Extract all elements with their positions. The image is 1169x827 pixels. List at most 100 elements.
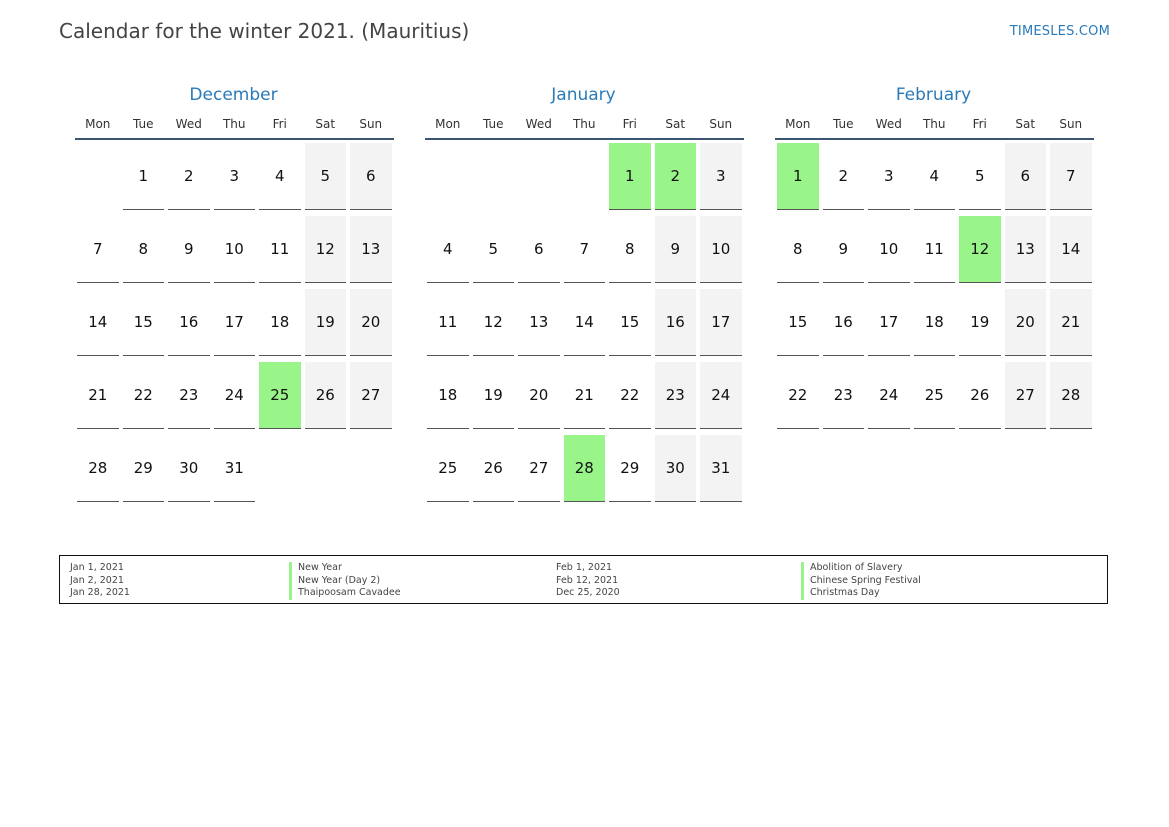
day-cell: 13 bbox=[518, 289, 560, 356]
day-cell: 24 bbox=[213, 362, 255, 429]
day-cell: 31 bbox=[213, 435, 255, 502]
legend-names-right: Abolition of Slavery Chinese Spring Fest… bbox=[801, 562, 921, 600]
day-cell: 13 bbox=[350, 216, 392, 283]
day-cell: 7 bbox=[1050, 143, 1092, 210]
day-cell: 26 bbox=[304, 362, 346, 429]
day-cell: 24 bbox=[700, 362, 742, 429]
holiday-day-cell: 12 bbox=[959, 216, 1001, 283]
day-cell: 15 bbox=[777, 289, 819, 356]
day-grid: 1 2 3 4 5 6 7 8 9 10 11 12 13 14 15 16 17 18 19 20 21 22 23 24 2… bbox=[425, 143, 744, 508]
day-cell: 28 bbox=[77, 435, 119, 502]
day-cell: 23 bbox=[168, 362, 210, 429]
legend-holiday-name: New Year bbox=[289, 562, 401, 575]
day-cell: 7 bbox=[77, 216, 119, 283]
day-cell: 6 bbox=[1004, 143, 1046, 210]
empty-cell bbox=[350, 435, 392, 502]
day-cell: 4 bbox=[259, 143, 301, 210]
weekday-label: Wed bbox=[175, 117, 202, 131]
day-cell: 17 bbox=[213, 289, 255, 356]
day-cell: 16 bbox=[654, 289, 696, 356]
weekday-label: Sun bbox=[359, 117, 383, 131]
day-cell: 8 bbox=[777, 216, 819, 283]
week-row: 22 23 24 25 26 27 28 bbox=[775, 362, 1094, 435]
day-cell: 14 bbox=[1050, 216, 1092, 283]
weekday-label: Thu bbox=[222, 117, 246, 131]
day-cell: 30 bbox=[168, 435, 210, 502]
day-cell: 3 bbox=[868, 143, 910, 210]
day-cell: 19 bbox=[472, 362, 514, 429]
weekday-header: Mon Tue Wed Thu Fri Sat Sun bbox=[75, 116, 394, 140]
weekday-label: Mon bbox=[435, 117, 461, 131]
weekday-label: Sat bbox=[315, 117, 336, 131]
day-cell: 25 bbox=[913, 362, 955, 429]
legend-date: Feb 1, 2021 bbox=[556, 562, 613, 573]
day-cell: 22 bbox=[777, 362, 819, 429]
day-cell: 6 bbox=[350, 143, 392, 210]
day-cell: 30 bbox=[654, 435, 696, 502]
weekday-label: Tue bbox=[833, 117, 854, 131]
day-cell: 17 bbox=[700, 289, 742, 356]
week-row: 18 19 20 21 22 23 24 bbox=[425, 362, 744, 435]
day-cell: 10 bbox=[213, 216, 255, 283]
legend-names-left: New Year New Year (Day 2) Thaipoosam Cav… bbox=[289, 562, 401, 600]
empty-cell bbox=[473, 143, 515, 210]
day-cell: 26 bbox=[959, 362, 1001, 429]
holiday-day-cell: 1 bbox=[777, 143, 819, 210]
day-cell: 26 bbox=[472, 435, 514, 502]
month-name: December bbox=[189, 85, 278, 105]
legend-date: Jan 2, 2021 bbox=[70, 574, 124, 586]
weekday-label: Thu bbox=[922, 117, 946, 131]
day-cell: 21 bbox=[77, 362, 119, 429]
day-cell: 2 bbox=[168, 143, 210, 210]
day-cell: 25 bbox=[427, 435, 469, 502]
weekday-header: Mon Tue Wed Thu Fri Sat Sun bbox=[775, 116, 1094, 140]
day-grid: 1 2 3 4 5 6 7 8 9 10 11 12 13 14 15 16 17 18 19 20 21 22 23 24 2… bbox=[75, 143, 394, 508]
day-cell: 4 bbox=[913, 143, 955, 210]
legend-holiday-name: Abolition of Slavery bbox=[801, 562, 921, 575]
day-cell: 16 bbox=[168, 289, 210, 356]
weekday-label: Thu bbox=[572, 117, 596, 131]
day-cell: 11 bbox=[259, 216, 301, 283]
day-cell: 12 bbox=[472, 289, 514, 356]
holiday-day-cell: 25 bbox=[259, 362, 301, 429]
weekday-label: Mon bbox=[785, 117, 811, 131]
day-cell: 2 bbox=[822, 143, 864, 210]
week-row: 11 12 13 14 15 16 17 bbox=[425, 289, 744, 362]
day-cell: 22 bbox=[122, 362, 164, 429]
week-row: 4 5 6 7 8 9 10 bbox=[425, 216, 744, 289]
day-cell: 15 bbox=[122, 289, 164, 356]
week-row: 8 9 10 11 12 13 14 bbox=[775, 216, 1094, 289]
weekday-label: Sat bbox=[665, 117, 686, 131]
legend-holiday-name: Christmas Day bbox=[801, 587, 921, 600]
holiday-day-cell: 28 bbox=[563, 435, 605, 502]
day-cell: 14 bbox=[563, 289, 605, 356]
day-grid: 1 2 3 4 5 6 7 8 9 10 11 12 13 14 15 16 17 18 19 20 21 22 23 24 2… bbox=[775, 143, 1094, 435]
day-cell: 3 bbox=[700, 143, 742, 210]
day-cell: 27 bbox=[1004, 362, 1046, 429]
weekday-label: Wed bbox=[875, 117, 902, 131]
weekday-label: Tue bbox=[133, 117, 154, 131]
day-cell: 21 bbox=[1050, 289, 1092, 356]
holiday-day-cell: 2 bbox=[654, 143, 696, 210]
legend-holiday-name: Thaipoosam Cavadee bbox=[289, 587, 401, 600]
month-name: February bbox=[895, 85, 972, 105]
day-cell: 11 bbox=[427, 289, 469, 356]
legend-date: Feb 12, 2021 bbox=[556, 574, 619, 586]
week-row: 7 8 9 10 11 12 13 bbox=[75, 216, 394, 289]
empty-cell bbox=[77, 143, 119, 210]
month-name: January bbox=[551, 85, 616, 105]
day-cell: 10 bbox=[868, 216, 910, 283]
day-cell: 23 bbox=[654, 362, 696, 429]
day-cell: 9 bbox=[168, 216, 210, 283]
holiday-legend: Jan 1, 2021 Jan 2, 2021 Jan 28, 2021 New… bbox=[59, 555, 1108, 604]
day-cell: 20 bbox=[350, 289, 392, 356]
day-cell: 13 bbox=[1004, 216, 1046, 283]
empty-cell bbox=[518, 143, 560, 210]
legend-dates-left: Jan 1, 2021 Jan 2, 2021 Jan 28, 2021 bbox=[70, 562, 130, 600]
site-link[interactable]: TIMESLES.COM bbox=[1009, 24, 1110, 39]
